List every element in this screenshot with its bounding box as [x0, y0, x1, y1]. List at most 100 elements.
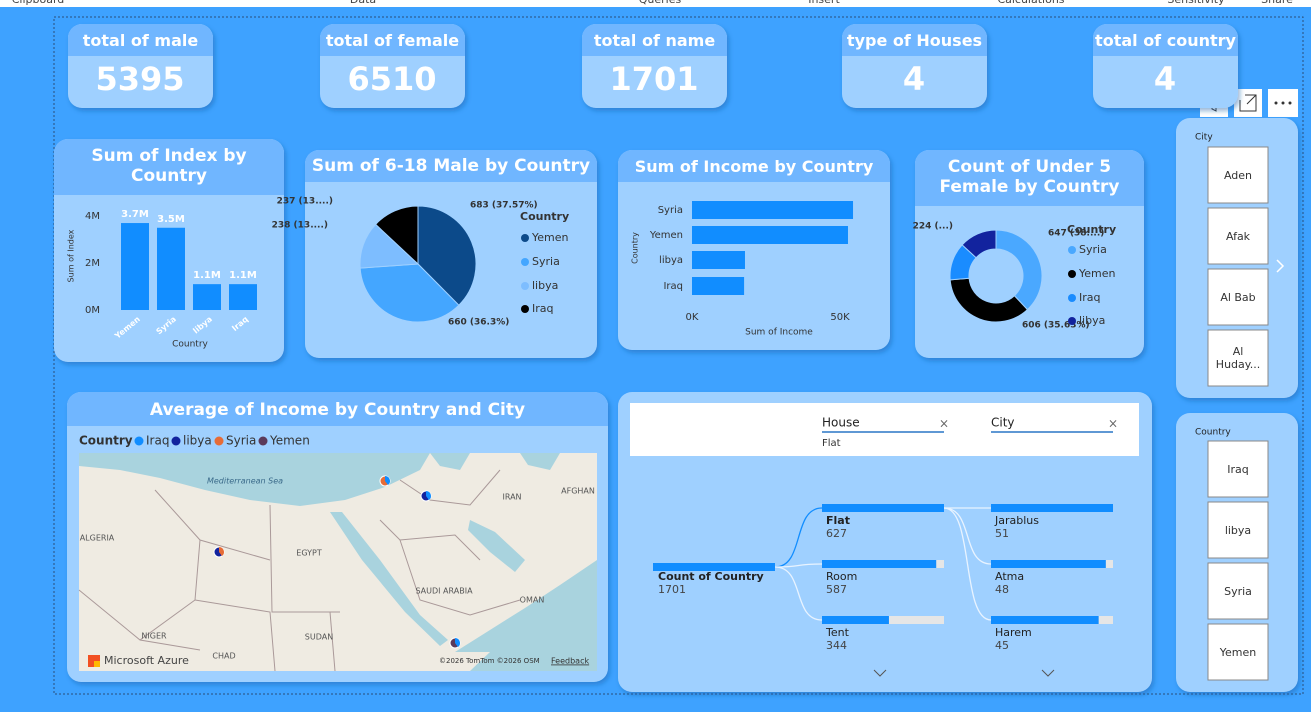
slicer-item[interactable]: [1207, 623, 1269, 681]
slicer-item[interactable]: [1207, 146, 1269, 204]
slicer-title: Country: [1195, 428, 1231, 438]
data-label: 224 (...): [913, 222, 953, 232]
bar: [692, 226, 848, 244]
slice: [374, 205, 419, 266]
chart-title-box: Count of Under 5 Female by Country: [939, 158, 1119, 197]
y-tick-label: 2M: [85, 258, 100, 269]
slicer-item-label-box: Aden: [1223, 168, 1253, 182]
slicer-item[interactable]: [1207, 562, 1269, 620]
legend-swatch: [1068, 317, 1076, 325]
legend-swatch: [521, 305, 529, 313]
slicer-title: City: [1195, 133, 1213, 143]
focus-glyph: [1239, 94, 1257, 112]
water: [330, 512, 448, 646]
slicer-item[interactable]: [1207, 329, 1269, 387]
node-value: 51: [995, 527, 1009, 540]
data-label: 1.1M: [229, 270, 257, 281]
filter-remove[interactable]: ×: [939, 417, 949, 431]
legend-label: Yemen: [1078, 267, 1116, 280]
map-bubble-part: [426, 491, 431, 501]
bar: [193, 284, 221, 310]
slice: [961, 229, 997, 259]
card-label-box: total of country: [1095, 30, 1236, 50]
node-bar[interactable]: [991, 560, 1106, 568]
connector: [774, 507, 823, 568]
card-label: total of country: [1095, 30, 1236, 50]
node-bar[interactable]: [991, 616, 1099, 624]
place-label: CHAD: [212, 652, 235, 661]
node-value: 344: [826, 639, 847, 652]
slicer-next[interactable]: [1276, 259, 1285, 273]
slicer-item-label: Iraq: [1227, 462, 1249, 476]
border: [329, 611, 336, 672]
ribbon-tab: Calculations: [997, 0, 1064, 6]
slicer-item[interactable]: [1207, 207, 1269, 265]
filter-remove[interactable]: ×: [1108, 417, 1118, 431]
place-label: IRAN: [502, 493, 521, 502]
node-value: 48: [995, 583, 1009, 596]
map-attribution: Microsoft Azure: [104, 654, 189, 667]
legend-swatch: [521, 258, 529, 266]
border: [269, 504, 340, 613]
card-label-box: total of male: [82, 30, 199, 50]
slicer-item-label-box: Iraq: [1227, 462, 1249, 476]
data-label: 647 (38....): [1048, 229, 1104, 239]
connector: [943, 507, 992, 565]
slicer-item[interactable]: [1207, 268, 1269, 326]
slice: [949, 277, 1029, 323]
x-axis-label: Country: [172, 340, 208, 350]
node-bar[interactable]: [991, 504, 1113, 512]
border: [78, 589, 201, 651]
expand-chevron[interactable]: [1041, 669, 1055, 677]
ribbon-tab: Share: [1261, 0, 1293, 6]
water: [430, 453, 470, 470]
border: [399, 539, 521, 616]
panel-header: [582, 42, 727, 56]
node-label: Room: [826, 570, 857, 583]
ribbon-tab: Sensitivity: [1167, 0, 1225, 6]
node-bar[interactable]: [822, 560, 937, 568]
place-label: OMAN: [520, 596, 545, 605]
place-label: SAUDI ARABIA: [415, 587, 473, 596]
node-bar[interactable]: [822, 504, 944, 512]
dot: [1274, 101, 1278, 105]
legend-label: libya: [532, 279, 558, 292]
slicer-item-label: libya: [1224, 523, 1252, 537]
slicer-item-label: Al Bab: [1220, 290, 1256, 304]
legend-swatch: [1068, 294, 1076, 302]
expand-chevron[interactable]: [873, 669, 887, 677]
node-label: Count of Country: [658, 570, 764, 583]
node-label: Atma: [995, 570, 1024, 583]
node-label: Flat: [826, 514, 850, 527]
legend-title: Country: [520, 210, 569, 223]
card-value: 1701: [609, 60, 698, 98]
legend-swatch: [258, 436, 268, 446]
panel-header: [67, 412, 608, 426]
slicer-item-label: Aden: [1223, 168, 1253, 182]
card-value: 6510: [347, 60, 436, 98]
legend-swatch: [521, 234, 529, 242]
panel-header: [320, 42, 465, 56]
filter-field: City: [991, 416, 1015, 430]
place-label: AFGHAN: [561, 487, 595, 496]
node-bar[interactable]: [822, 616, 889, 624]
node-label: Tent: [825, 626, 850, 639]
panel-header: [915, 192, 1144, 206]
slicer-item[interactable]: [1207, 501, 1269, 559]
panel-header: [618, 168, 890, 182]
card-label-box: total of female: [326, 31, 459, 49]
bar: [692, 251, 745, 269]
slicer-item-label: Yemen: [1219, 645, 1257, 659]
legend-swatch: [521, 282, 529, 290]
card-value: 4: [903, 60, 925, 98]
card-label: total of male: [82, 30, 199, 50]
kpi-card: [582, 24, 727, 108]
place-label: Mediterranean Sea: [207, 477, 283, 486]
slicer-item-label-box: Al Huday...: [1216, 345, 1260, 371]
slicer-item-label-box: Al Bab: [1220, 290, 1256, 304]
card-value: 5395: [95, 60, 184, 98]
chart-title-box: Sum of 6-18 Male by Country: [312, 156, 590, 176]
slicer-item[interactable]: [1207, 440, 1269, 498]
data-label: 660 (36.3%): [448, 318, 509, 328]
chart-title: Sum of Income by Country: [634, 156, 874, 176]
